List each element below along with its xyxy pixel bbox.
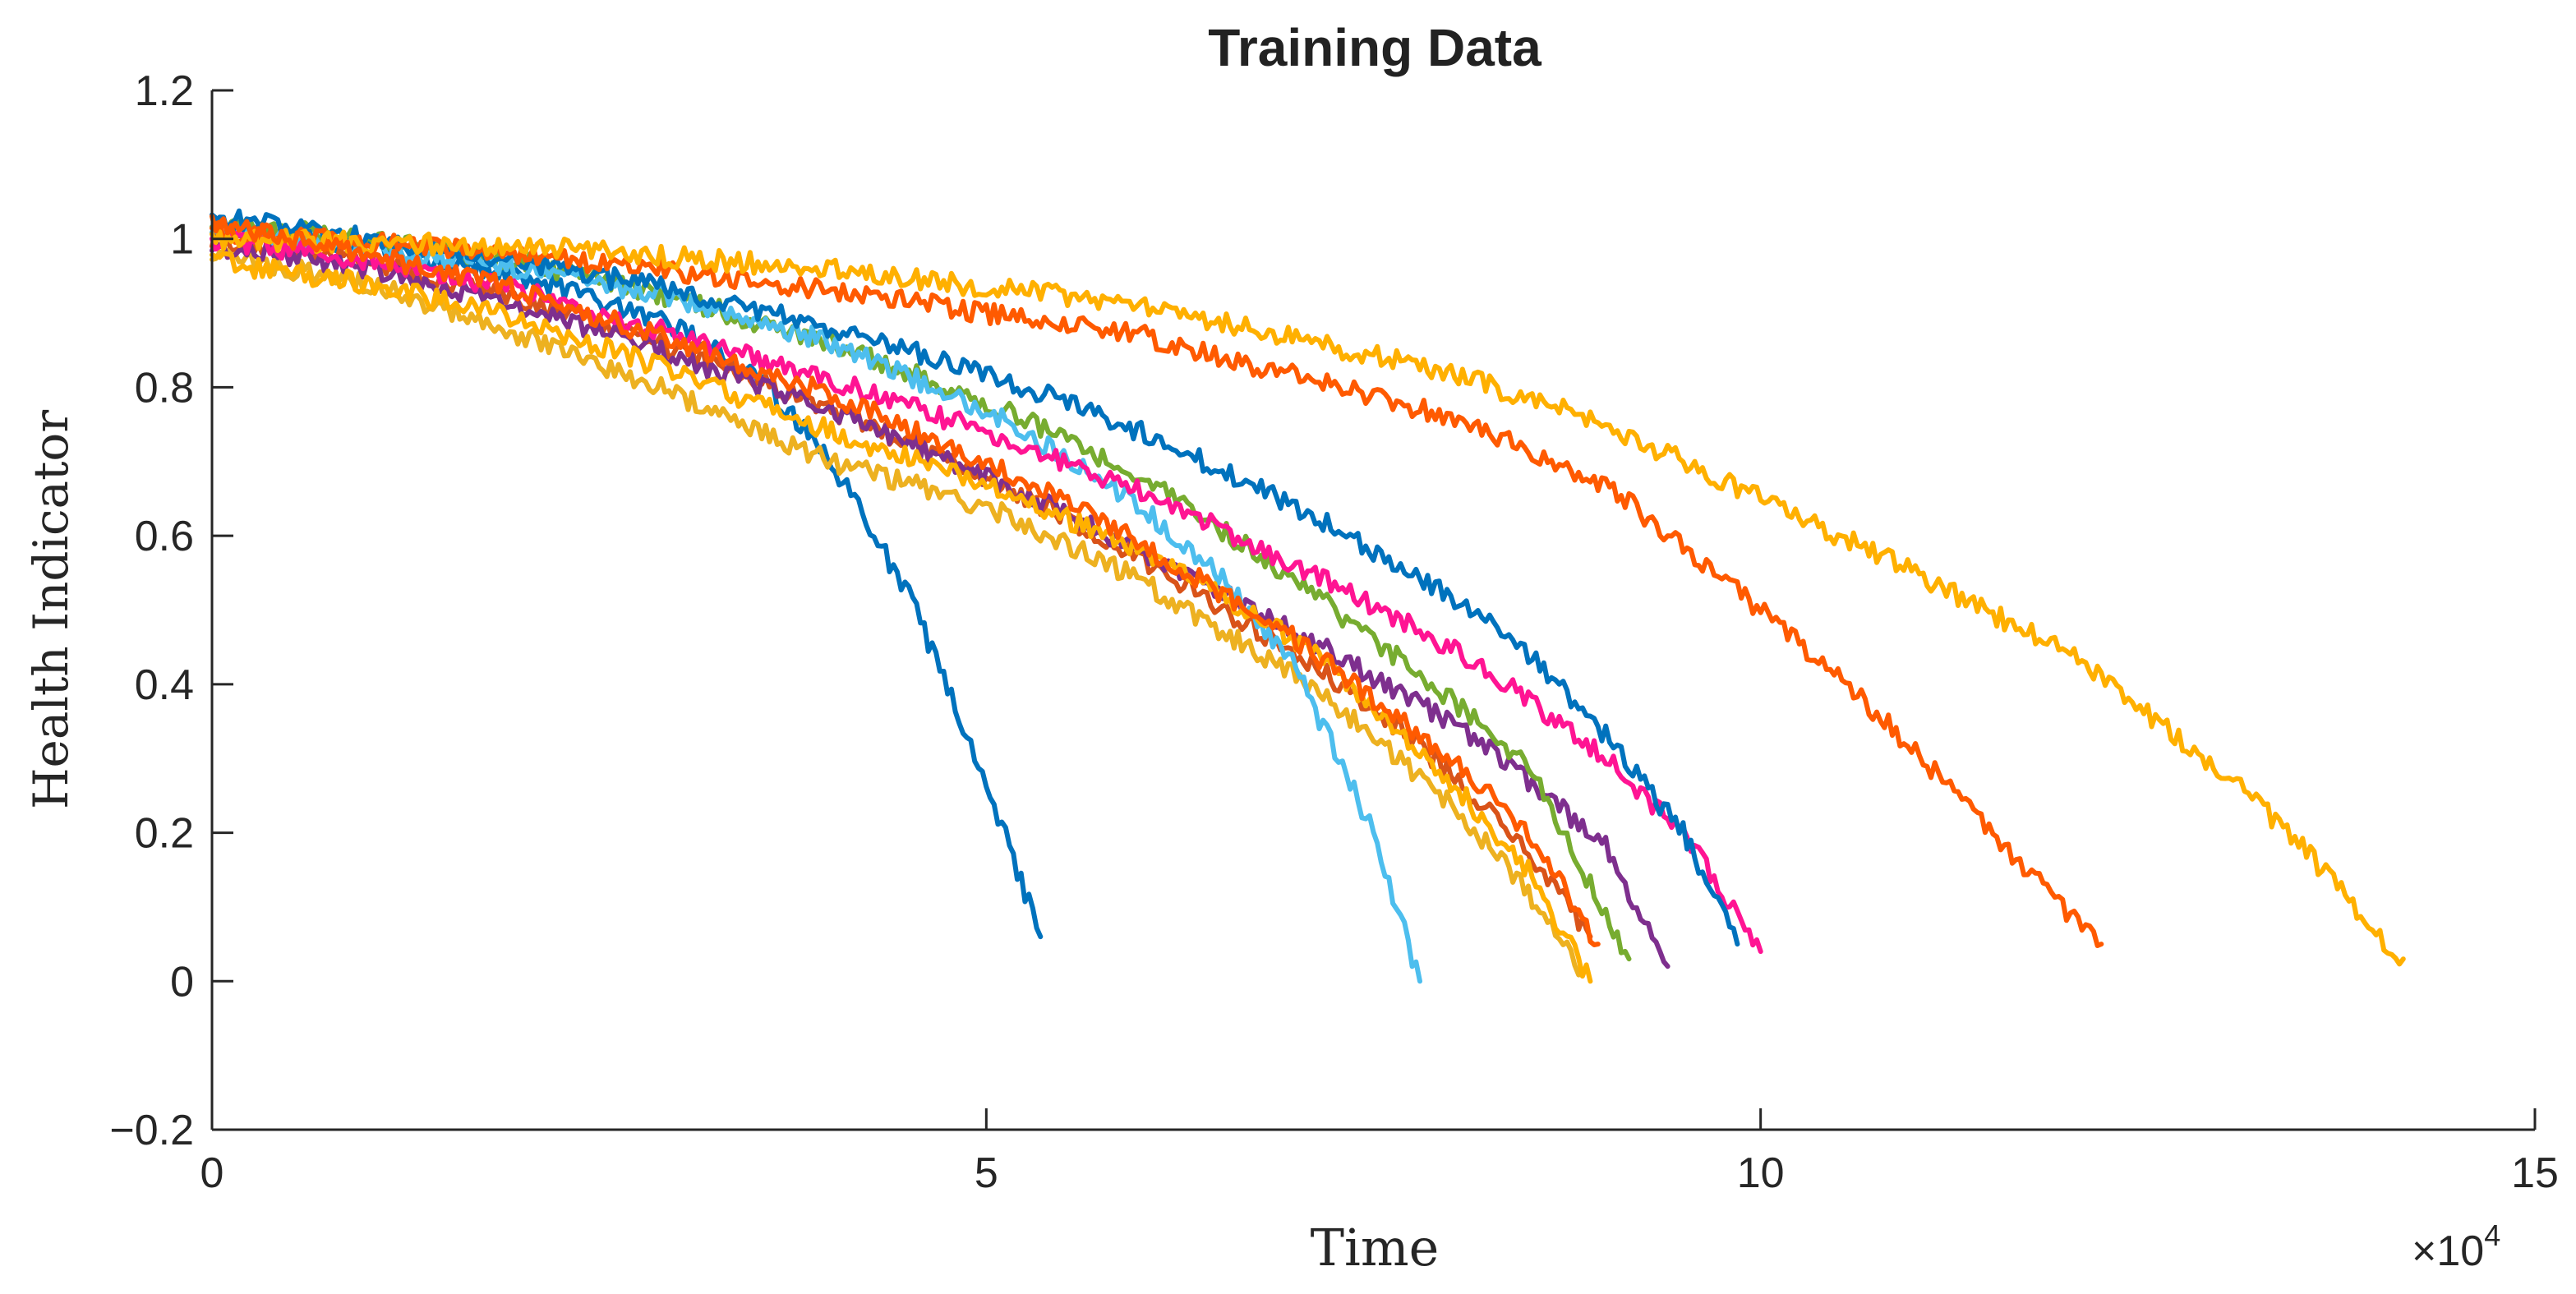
x-tick-label: 0: [200, 1149, 224, 1197]
x-tick-label: 15: [2511, 1149, 2559, 1197]
y-tick-label: 0.2: [135, 810, 194, 858]
x-ticks: 0 5 10 15: [200, 1108, 2559, 1197]
series-line-unit-12: [210, 214, 1601, 947]
x-axis-label: Time: [1311, 1218, 1440, 1278]
series-layer: [210, 208, 2406, 984]
x-scale-exponent: 4: [2484, 1218, 2500, 1252]
x-scale-base: ×10: [2412, 1227, 2484, 1275]
y-ticks: −0.2 0 0.2 0.4 0.6 0.8 1 1.2: [109, 67, 233, 1154]
series-line-unit-6: [210, 225, 1422, 984]
y-tick-label: 0.6: [135, 513, 194, 560]
y-tick-label: −0.2: [109, 1107, 194, 1154]
series-line-unit-9: [210, 219, 2104, 948]
y-tick-label: 1: [170, 216, 194, 264]
x-scale-multiplier: ×104: [2412, 1218, 2500, 1275]
series-line-unit-10: [210, 228, 2406, 967]
y-axis-label: Health Indicator: [23, 410, 79, 809]
x-tick-label: 10: [1737, 1149, 1785, 1197]
series-line-unit-7: [210, 230, 1763, 955]
y-tick-label: 0: [170, 958, 194, 1006]
y-tick-label: 1.2: [135, 67, 194, 115]
x-tick-label: 5: [975, 1149, 998, 1197]
y-tick-label: 0.8: [135, 364, 194, 412]
y-tick-label: 0.4: [135, 661, 194, 709]
chart-title: Training Data: [1208, 18, 1541, 77]
